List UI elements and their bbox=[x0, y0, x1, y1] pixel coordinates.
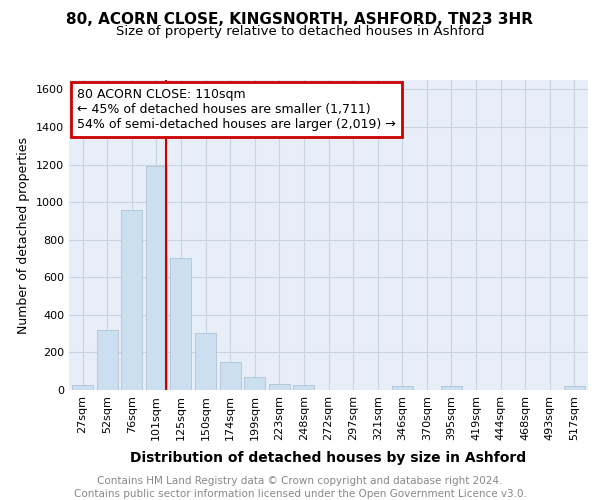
Bar bbox=[195, 332, 216, 390]
Bar bbox=[441, 386, 462, 390]
Text: 80 ACORN CLOSE: 110sqm
← 45% of detached houses are smaller (1,711)
54% of semi-: 80 ACORN CLOSE: 110sqm ← 45% of detached… bbox=[77, 88, 395, 130]
Bar bbox=[170, 258, 191, 390]
Y-axis label: Number of detached properties: Number of detached properties bbox=[17, 136, 31, 334]
Bar bbox=[72, 386, 93, 390]
Bar bbox=[293, 386, 314, 390]
Bar bbox=[146, 166, 167, 390]
Bar bbox=[220, 362, 241, 390]
Text: Size of property relative to detached houses in Ashford: Size of property relative to detached ho… bbox=[116, 25, 484, 38]
Bar bbox=[97, 330, 118, 390]
Bar bbox=[121, 210, 142, 390]
X-axis label: Distribution of detached houses by size in Ashford: Distribution of detached houses by size … bbox=[130, 451, 527, 465]
Bar bbox=[564, 386, 585, 390]
Bar bbox=[244, 377, 265, 390]
Bar bbox=[392, 386, 413, 390]
Text: Contains public sector information licensed under the Open Government Licence v3: Contains public sector information licen… bbox=[74, 489, 526, 499]
Text: 80, ACORN CLOSE, KINGSNORTH, ASHFORD, TN23 3HR: 80, ACORN CLOSE, KINGSNORTH, ASHFORD, TN… bbox=[67, 12, 533, 28]
Text: Contains HM Land Registry data © Crown copyright and database right 2024.: Contains HM Land Registry data © Crown c… bbox=[97, 476, 503, 486]
Bar bbox=[269, 384, 290, 390]
